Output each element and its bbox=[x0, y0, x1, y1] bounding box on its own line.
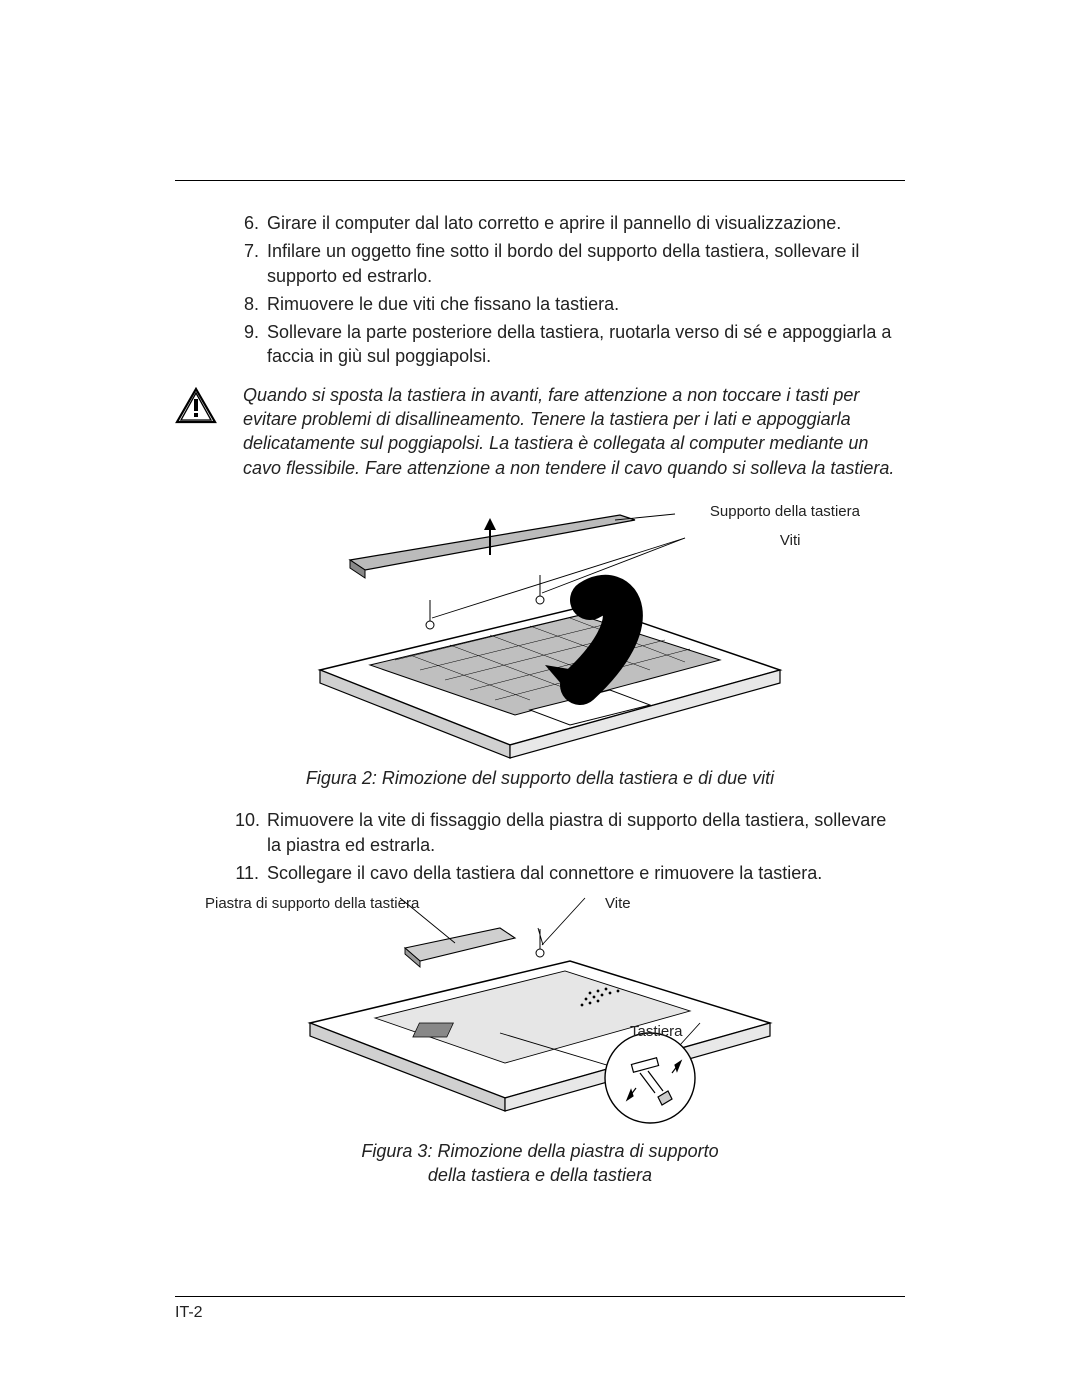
step-text: Girare il computer dal lato corretto e a… bbox=[267, 211, 905, 235]
figure-3-diagram bbox=[280, 893, 800, 1133]
warning-icon bbox=[175, 383, 223, 425]
step-number: 6. bbox=[235, 211, 267, 235]
figure-3-caption: Figura 3: Rimozione della piastra di sup… bbox=[175, 1139, 905, 1188]
step-text: Scollegare il cavo della tastiera dal co… bbox=[267, 861, 905, 885]
figure-2-wrap: Supporto della tastiera Viti Figura 2: R… bbox=[175, 500, 905, 790]
figure-3-label-keyboard: Tastiera bbox=[630, 1023, 683, 1040]
step-text: Infilare un oggetto fine sotto il bordo … bbox=[267, 239, 905, 288]
step-9: 9. Sollevare la parte posteriore della t… bbox=[235, 320, 905, 369]
step-number: 11. bbox=[235, 861, 267, 885]
figure-2-caption: Figura 2: Rimozione del supporto della t… bbox=[175, 766, 905, 790]
step-text: Sollevare la parte posteriore della tast… bbox=[267, 320, 905, 369]
page-footer: IT-2 bbox=[175, 1304, 203, 1322]
step-6: 6. Girare il computer dal lato corretto … bbox=[235, 211, 905, 235]
figure-3-caption-line1: Figura 3: Rimozione della piastra di sup… bbox=[361, 1141, 718, 1161]
figure-2-label-brace: Supporto della tastiera bbox=[710, 500, 860, 523]
bottom-horizontal-rule bbox=[175, 1296, 905, 1297]
warning-block: Quando si sposta la tastiera in avanti, … bbox=[175, 383, 905, 480]
step-number: 7. bbox=[235, 239, 267, 288]
instruction-list-b: 10. Rimuovere la vite di fissaggio della… bbox=[235, 808, 905, 885]
step-number: 8. bbox=[235, 292, 267, 316]
step-11: 11. Scollegare il cavo della tastiera da… bbox=[235, 861, 905, 885]
document-page: 6. Girare il computer dal lato corretto … bbox=[0, 0, 1080, 1397]
figure-2-diagram: Supporto della tastiera Viti bbox=[280, 500, 800, 760]
step-number: 9. bbox=[235, 320, 267, 369]
step-8: 8. Rimuovere le due viti che fissano la … bbox=[235, 292, 905, 316]
figure-3-caption-line2: della tastiera e della tastiera bbox=[428, 1165, 652, 1185]
instruction-list-a: 6. Girare il computer dal lato corretto … bbox=[235, 211, 905, 369]
step-7: 7. Infilare un oggetto fine sotto il bor… bbox=[235, 239, 905, 288]
step-number: 10. bbox=[235, 808, 267, 857]
step-text: Rimuovere le due viti che fissano la tas… bbox=[267, 292, 905, 316]
step-10: 10. Rimuovere la vite di fissaggio della… bbox=[235, 808, 905, 857]
warning-text: Quando si sposta la tastiera in avanti, … bbox=[243, 383, 905, 480]
figure-2-label-screws: Viti bbox=[710, 529, 860, 552]
step-text: Rimuovere la vite di fissaggio della pia… bbox=[267, 808, 905, 857]
top-horizontal-rule bbox=[175, 180, 905, 181]
figure-3-wrap: Piastra di supporto della tastiera Vite bbox=[175, 893, 905, 1188]
